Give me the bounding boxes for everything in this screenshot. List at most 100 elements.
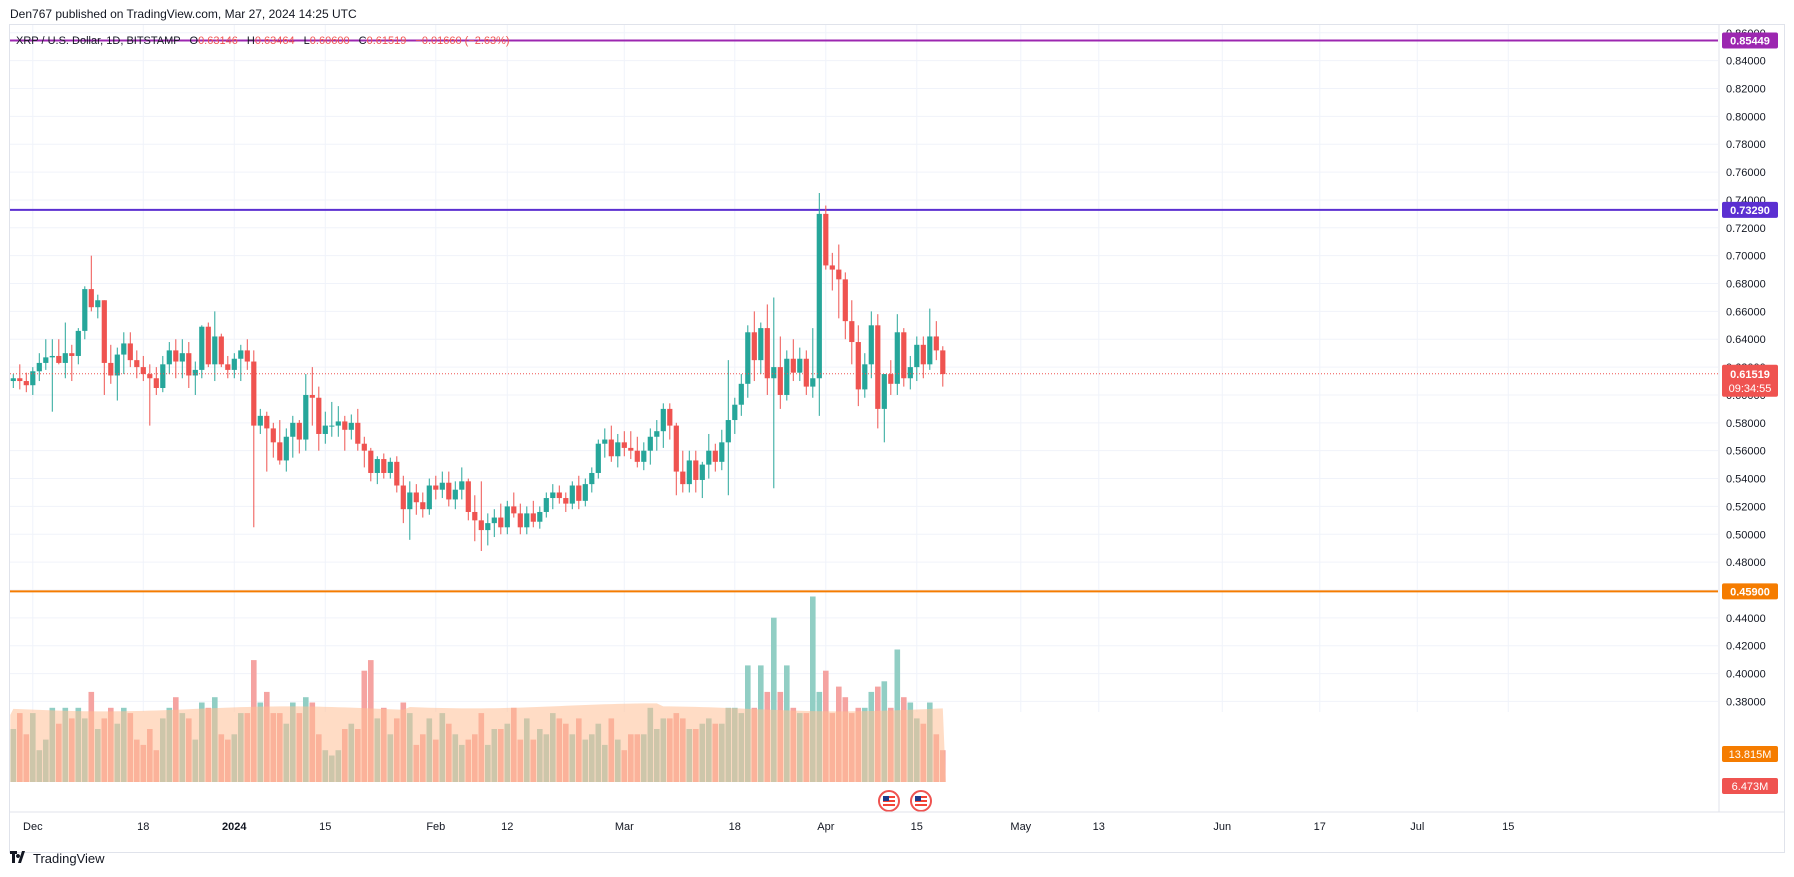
candle-body <box>933 336 939 351</box>
candle-body <box>433 485 439 490</box>
candle <box>680 450 686 493</box>
level-label: 0.45900 <box>1730 586 1770 598</box>
volume-label-bg <box>1722 746 1778 762</box>
legend-open: 0.63146 <box>198 35 238 47</box>
time-tick-label: 18 <box>729 821 741 833</box>
candle <box>114 347 120 401</box>
time-tick-label: Dec <box>23 821 43 833</box>
candle-body <box>231 358 237 370</box>
candle <box>316 386 322 451</box>
candle <box>446 471 452 507</box>
candle-body <box>264 415 270 429</box>
candle <box>49 339 55 412</box>
candle-body <box>569 485 575 504</box>
candle-body <box>940 350 946 375</box>
candle-body <box>153 378 159 389</box>
us-flag-event-icon[interactable] <box>910 790 932 812</box>
legend-close: 0.61519 <box>367 35 407 47</box>
candle-body <box>485 523 491 531</box>
candle <box>751 311 757 382</box>
candle <box>940 346 946 387</box>
candle <box>569 481 575 510</box>
price-tick-label: 0.54000 <box>1726 474 1766 486</box>
candle <box>667 403 673 440</box>
candle <box>589 467 595 493</box>
candle <box>270 422 276 458</box>
candle <box>595 439 601 479</box>
candle-body <box>283 436 289 461</box>
candle-body <box>758 328 764 361</box>
candle-body <box>810 378 816 387</box>
candle <box>101 300 107 395</box>
candle <box>82 286 88 340</box>
candle-body <box>511 506 517 514</box>
candle-body <box>498 517 504 528</box>
candle <box>465 478 471 521</box>
candle <box>199 325 205 379</box>
price-tick-label: 0.38000 <box>1726 696 1766 708</box>
candle <box>43 339 49 370</box>
candle-body <box>238 350 244 359</box>
candle <box>647 428 653 465</box>
candle-body <box>712 450 718 462</box>
published-caption: Den767 published on TradingView.com, Mar… <box>10 7 357 21</box>
candle-body <box>634 450 640 462</box>
candle <box>810 328 816 398</box>
candle-body <box>368 450 374 473</box>
candle <box>875 314 881 429</box>
candle-body <box>491 517 497 524</box>
candle-body <box>95 300 101 308</box>
candle <box>738 374 744 416</box>
candle-body <box>563 498 569 504</box>
candle-body <box>472 511 478 521</box>
candle-body <box>407 492 413 510</box>
candle <box>907 355 913 390</box>
candle-body <box>595 443 601 473</box>
candle-body <box>69 353 75 356</box>
price-tick-label: 0.40000 <box>1726 669 1766 681</box>
candle-body <box>641 450 647 462</box>
time-tick-label: Apr <box>817 821 834 833</box>
candle <box>153 367 159 395</box>
tradingview-logo-icon <box>10 851 28 866</box>
candle <box>374 456 380 485</box>
candle-body <box>524 513 530 528</box>
candle-body <box>543 498 549 512</box>
tradingview-logo[interactable]: TradingView <box>10 851 105 866</box>
time-tick-label: 12 <box>501 821 513 833</box>
candle-body <box>82 289 88 331</box>
candle-body <box>927 336 933 365</box>
candle-body <box>673 425 679 472</box>
candle-body <box>251 361 257 426</box>
candle <box>784 350 790 401</box>
candle <box>23 372 29 393</box>
candle <box>225 355 231 379</box>
price-tick-label: 0.56000 <box>1726 446 1766 458</box>
candle-body <box>771 367 777 379</box>
candle <box>218 333 224 368</box>
candle <box>283 428 289 472</box>
candle-body <box>199 326 205 370</box>
flag-stripe-white <box>915 802 927 804</box>
candle <box>121 332 127 375</box>
candle <box>192 361 198 395</box>
candle-body <box>212 336 218 365</box>
candle <box>868 311 874 379</box>
candle <box>342 415 348 451</box>
candle <box>140 355 146 382</box>
candle-body <box>88 289 94 308</box>
candle <box>823 205 829 270</box>
candle <box>719 429 725 471</box>
us-flag-event-icon[interactable] <box>878 790 900 812</box>
candle-body <box>257 415 263 426</box>
candle-body <box>647 436 653 451</box>
candle <box>524 506 530 535</box>
price-tick-label: 0.84000 <box>1726 56 1766 68</box>
price-tick-label: 0.70000 <box>1726 251 1766 263</box>
volume-bar <box>771 617 777 782</box>
candle <box>920 336 926 379</box>
candle <box>771 297 777 489</box>
level-label: 0.73290 <box>1730 205 1770 217</box>
candle <box>914 336 920 382</box>
